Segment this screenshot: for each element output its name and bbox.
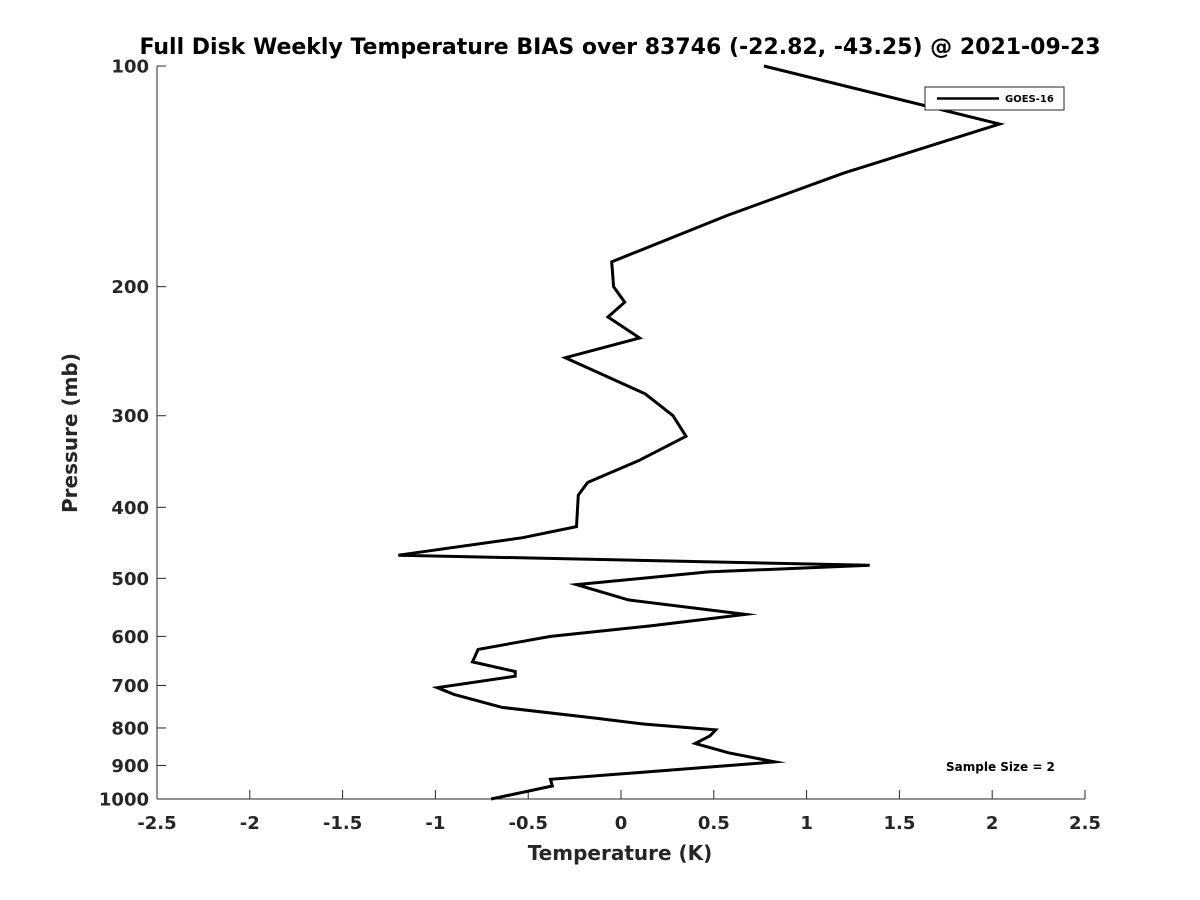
legend: GOES-16 bbox=[924, 86, 1065, 111]
x-tick-label: -2 bbox=[240, 813, 260, 834]
y-ticks: 100 200 300 400 500 600 700 800 900 1000 bbox=[99, 57, 166, 811]
y-tick-label: 1000 bbox=[99, 790, 149, 811]
y-tick-label: 300 bbox=[111, 406, 149, 427]
x-tick-label: -1 bbox=[425, 813, 445, 834]
x-ticks: -2.5 -2 -1.5 -1 -0.5 0 0.5 1 1.5 2 2.5 bbox=[137, 790, 1101, 834]
y-tick-label: 900 bbox=[111, 756, 149, 777]
y-tick-label: 800 bbox=[111, 718, 149, 739]
sample-size-annotation: Sample Size = 2 bbox=[946, 760, 1055, 774]
y-axis-label: Pressure (mb) bbox=[58, 353, 82, 513]
x-axis-label: Temperature (K) bbox=[528, 841, 713, 865]
y-tick-label: 200 bbox=[111, 277, 149, 298]
series-layer bbox=[398, 64, 1006, 801]
x-tick-label: 0 bbox=[615, 813, 628, 834]
legend-label-goes-16: GOES-16 bbox=[1005, 94, 1054, 105]
series-line-goes-16 bbox=[398, 64, 1006, 801]
chart-title: Full Disk Weekly Temperature BIAS over 8… bbox=[139, 35, 1100, 60]
x-tick-label: -0.5 bbox=[509, 813, 548, 834]
x-tick-label: -1.5 bbox=[323, 813, 362, 834]
x-tick-label: 0.5 bbox=[698, 813, 730, 834]
x-tick-label: 1.5 bbox=[883, 813, 915, 834]
y-tick-label: 500 bbox=[111, 569, 149, 590]
x-tick-label: 1 bbox=[800, 813, 813, 834]
y-tick-label: 700 bbox=[111, 676, 149, 697]
y-tick-label: 400 bbox=[111, 498, 149, 519]
x-tick-label: 2 bbox=[986, 813, 999, 834]
y-tick-label: 600 bbox=[111, 627, 149, 648]
x-tick-label: -2.5 bbox=[137, 813, 176, 834]
x-tick-label: 2.5 bbox=[1069, 813, 1101, 834]
plot-area: -2.5 -2 -1.5 -1 -0.5 0 0.5 1 1.5 2 2.5 100 200 300 40… bbox=[99, 57, 1101, 835]
y-tick-label: 100 bbox=[111, 57, 149, 78]
